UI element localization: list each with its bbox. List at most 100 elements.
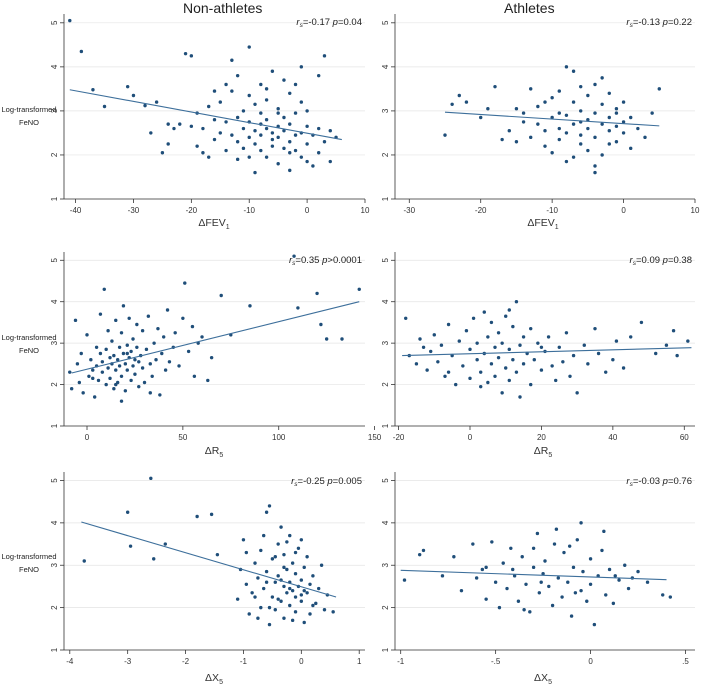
data-point xyxy=(567,544,572,548)
data-point xyxy=(299,155,304,159)
data-point xyxy=(292,254,296,258)
x-axis-label: ΔR5 xyxy=(534,445,553,459)
data-point xyxy=(235,157,240,162)
data-point xyxy=(69,387,74,391)
data-point xyxy=(557,345,561,349)
data-point xyxy=(259,133,263,137)
data-point xyxy=(497,605,502,610)
data-point xyxy=(288,168,292,173)
data-point xyxy=(585,599,589,603)
data-point xyxy=(131,364,135,368)
data-point xyxy=(114,382,118,387)
data-point xyxy=(282,115,286,120)
data-point xyxy=(629,335,633,339)
data-point xyxy=(600,548,604,553)
data-point xyxy=(259,82,263,87)
y-tick-label: 4 xyxy=(381,299,390,304)
x-tick-label: -10 xyxy=(546,206,558,215)
data-point xyxy=(664,343,669,347)
data-point xyxy=(593,82,597,87)
data-point xyxy=(322,140,327,144)
data-point xyxy=(588,582,593,587)
data-point xyxy=(127,316,131,320)
correlation-stat: rs=-0.17 p=0.04 xyxy=(296,17,362,29)
data-point xyxy=(520,555,524,559)
data-point xyxy=(614,140,619,144)
data-point xyxy=(654,351,658,356)
data-point xyxy=(273,555,277,559)
y-tick-label: 1 xyxy=(381,647,390,652)
data-point xyxy=(241,126,246,131)
data-point xyxy=(206,378,210,383)
data-point xyxy=(293,610,298,614)
x-tick-label: -1 xyxy=(397,657,405,666)
data-point xyxy=(518,343,522,347)
data-point xyxy=(493,580,498,584)
data-point xyxy=(507,129,511,133)
data-point xyxy=(575,391,579,395)
data-point xyxy=(110,339,114,343)
correlation-stat: rs=-0.03 p=0.76 xyxy=(626,476,692,488)
data-point xyxy=(535,531,540,536)
data-point xyxy=(91,376,95,381)
data-point xyxy=(402,578,407,582)
data-point xyxy=(464,100,469,104)
data-point xyxy=(421,345,426,349)
data-point xyxy=(500,391,504,395)
data-point xyxy=(324,337,329,341)
data-point xyxy=(241,146,246,151)
data-point xyxy=(183,51,188,56)
data-point xyxy=(561,360,565,364)
x-tick-label: 20 xyxy=(537,433,546,442)
data-point xyxy=(241,538,246,542)
data-point xyxy=(282,146,286,151)
data-point xyxy=(253,561,257,565)
data-point xyxy=(262,533,266,538)
data-point xyxy=(209,512,214,517)
data-point xyxy=(316,126,321,131)
data-point xyxy=(106,366,110,370)
data-point xyxy=(293,82,298,87)
data-point xyxy=(123,362,128,366)
data-point xyxy=(600,153,604,157)
data-point xyxy=(125,510,130,514)
data-point xyxy=(604,370,608,374)
data-point xyxy=(186,349,191,354)
data-point xyxy=(457,339,461,343)
data-point xyxy=(290,618,295,623)
correlation-stat: rs=0.35 p>0.0001 xyxy=(289,255,362,267)
data-point xyxy=(575,538,579,542)
y-tick-label: 4 xyxy=(381,520,390,525)
x-tick-label: -.5 xyxy=(491,657,501,666)
data-point xyxy=(311,164,315,168)
data-point xyxy=(686,339,690,343)
x-tick-label: -30 xyxy=(128,206,140,215)
data-point xyxy=(270,557,275,561)
data-point xyxy=(253,129,257,133)
row-label-line-2: FeNO xyxy=(18,118,39,127)
data-point xyxy=(189,124,194,129)
data-point xyxy=(443,133,447,137)
data-point xyxy=(133,358,137,362)
data-point xyxy=(579,588,583,593)
data-point xyxy=(253,595,257,599)
data-point xyxy=(550,95,554,100)
data-point xyxy=(593,164,597,168)
data-point xyxy=(207,155,211,159)
data-point xyxy=(489,362,494,366)
regression-line xyxy=(444,111,660,127)
row-label-1: Log-transformed FeNO xyxy=(0,103,58,129)
data-point xyxy=(308,612,312,616)
x-axis-label: ΔFEV1 xyxy=(527,217,558,231)
data-point xyxy=(331,610,335,614)
y-tick-label: 1 xyxy=(50,423,59,428)
data-point xyxy=(539,580,543,584)
data-point xyxy=(224,120,228,124)
data-point xyxy=(131,337,135,341)
data-point xyxy=(593,111,597,115)
data-point xyxy=(425,368,429,372)
data-point xyxy=(299,593,304,597)
data-point xyxy=(319,563,324,567)
data-point xyxy=(602,529,606,534)
